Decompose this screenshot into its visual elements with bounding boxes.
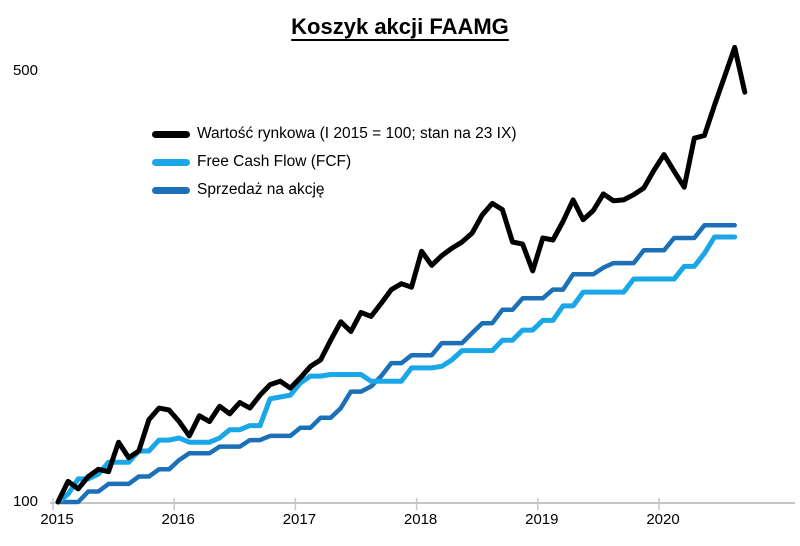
sales-line-swatch: [152, 186, 190, 194]
legend-item-sales: Sprzedaż na akcję: [152, 176, 517, 204]
legend-label-market-value: Wartość rynkowa (I 2015 = 100; stan na 2…: [197, 125, 517, 142]
x-tick-label-2016: 2016: [161, 511, 195, 528]
fcf-line-swatch: [152, 158, 190, 166]
legend-label-fcf: Free Cash Flow (FCF): [197, 153, 352, 170]
market-value-line-swatch: [152, 130, 190, 138]
x-tick-label-2020: 2020: [646, 511, 680, 528]
x-tick-label-2019: 2019: [525, 511, 559, 528]
series-line-2: [55, 223, 737, 505]
x-tick-label-2017: 2017: [282, 511, 317, 528]
y-axis-label-500: 500: [12, 62, 38, 79]
legend-item-fcf: Free Cash Flow (FCF): [152, 148, 517, 176]
y-axis-label-100: 100: [12, 493, 38, 510]
legend-item-market-value: Wartość rynkowa (I 2015 = 100; stan na 2…: [152, 120, 517, 148]
series-line-1: [55, 234, 738, 505]
x-tick-label-2018: 2018: [403, 511, 438, 528]
legend: Wartość rynkowa (I 2015 = 100; stan na 2…: [152, 120, 517, 204]
x-tick-label-2015: 2015: [40, 511, 74, 528]
legend-label-sales: Sprzedaż na akcję: [197, 181, 325, 198]
chart-title: Koszyk akcji FAAMG: [291, 14, 509, 39]
series-line-0: [55, 44, 748, 505]
